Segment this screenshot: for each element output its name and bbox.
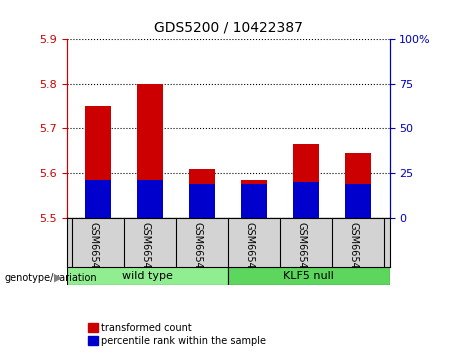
Text: GSM665453: GSM665453 <box>140 222 150 281</box>
Bar <box>345 153 371 218</box>
Bar <box>241 180 267 218</box>
Legend: transformed count, percentile rank within the sample: transformed count, percentile rank withi… <box>88 323 266 346</box>
Bar <box>189 169 215 218</box>
Bar <box>85 180 111 218</box>
Bar <box>67 267 228 285</box>
Bar <box>293 182 319 218</box>
Title: GDS5200 / 10422387: GDS5200 / 10422387 <box>154 21 302 35</box>
Text: GSM665451: GSM665451 <box>88 222 98 281</box>
Text: wild type: wild type <box>122 271 173 281</box>
Bar <box>137 84 163 218</box>
Bar <box>137 180 163 218</box>
Bar <box>241 184 267 218</box>
Bar <box>228 267 390 285</box>
Bar <box>189 184 215 218</box>
Bar <box>293 144 319 218</box>
Text: ▶: ▶ <box>54 273 62 283</box>
Text: GSM665446: GSM665446 <box>244 222 254 281</box>
Text: GSM665449: GSM665449 <box>349 222 358 281</box>
Bar <box>345 184 371 218</box>
Text: GSM665448: GSM665448 <box>296 222 306 281</box>
Text: KLF5 null: KLF5 null <box>284 271 334 281</box>
Text: GSM665454: GSM665454 <box>192 222 202 281</box>
Bar <box>85 106 111 218</box>
Text: genotype/variation: genotype/variation <box>5 273 97 283</box>
